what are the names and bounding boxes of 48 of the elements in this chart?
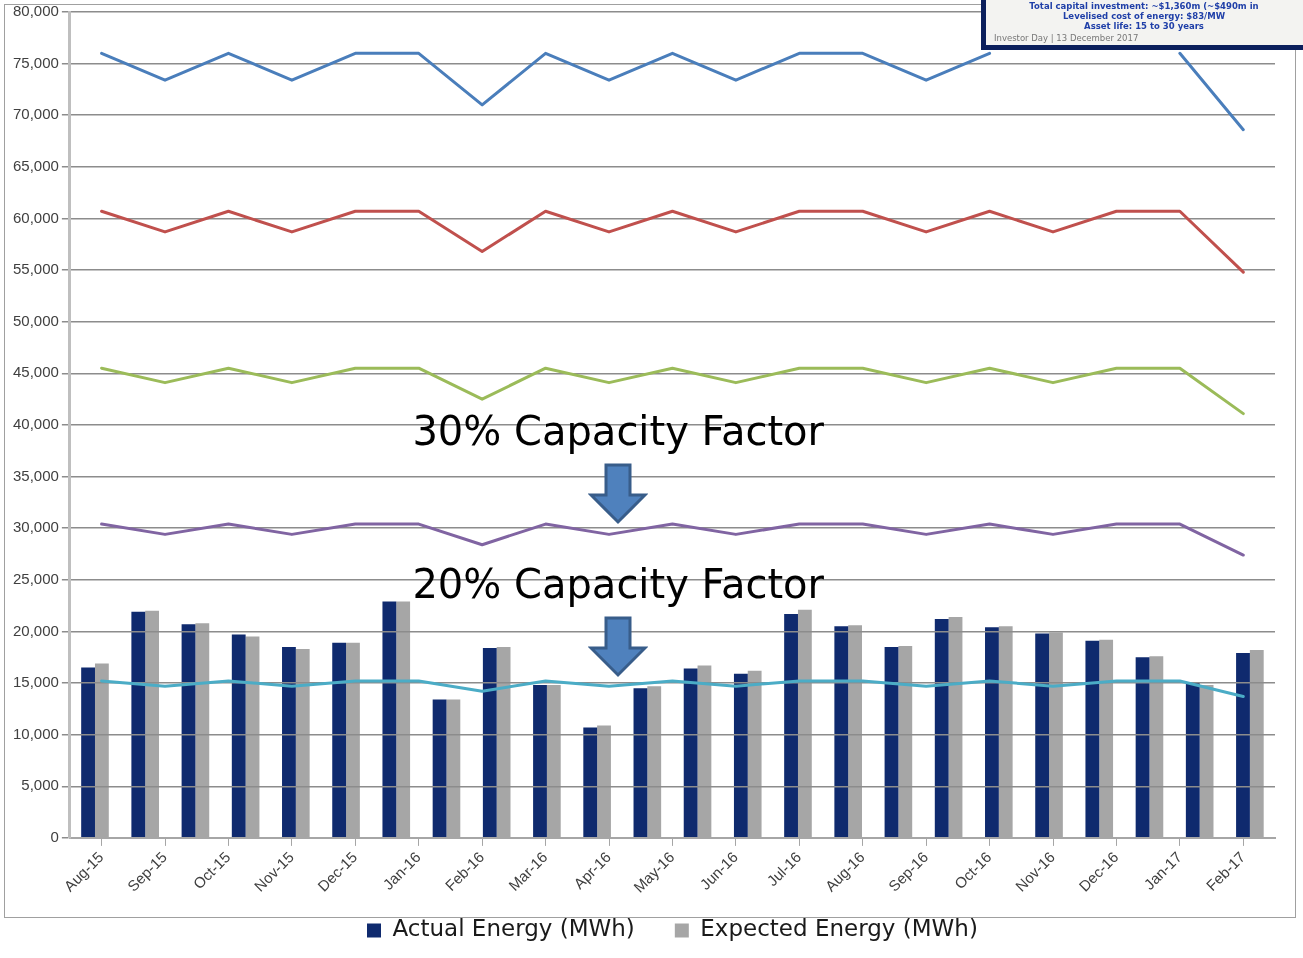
y-tick-label: 60,000 bbox=[12, 208, 59, 226]
annotation: Levelised cost of energy: $83/MW bbox=[1061, 11, 1227, 21]
y-tick-label: 35,000 bbox=[12, 466, 59, 484]
bar bbox=[784, 613, 798, 838]
bar bbox=[1035, 633, 1050, 838]
annotation: Asset life: 15 to 30 years bbox=[1083, 21, 1205, 31]
y-tick-label: 50,000 bbox=[12, 311, 59, 329]
y-tick-label: 70,000 bbox=[12, 105, 59, 123]
bar bbox=[985, 627, 999, 838]
bar bbox=[382, 601, 397, 838]
annotation: Investor Day | 13 December 2017 bbox=[994, 33, 1140, 43]
annotation: 20% Capacity Factor bbox=[412, 561, 825, 608]
legend-label: Expected Energy (MWh) bbox=[700, 915, 978, 942]
bar bbox=[884, 646, 899, 838]
bar bbox=[282, 646, 296, 838]
bar bbox=[181, 624, 196, 838]
bar bbox=[583, 727, 598, 838]
bar bbox=[231, 634, 246, 838]
y-tick-label: 45,000 bbox=[12, 363, 59, 381]
legend-label: Actual Energy (MWh) bbox=[392, 915, 635, 942]
bar bbox=[633, 688, 648, 838]
y-tick-label: 55,000 bbox=[12, 260, 59, 278]
bar bbox=[131, 611, 146, 838]
bar bbox=[482, 647, 497, 838]
y-tick-label: 75,000 bbox=[12, 53, 59, 71]
bar bbox=[1085, 640, 1100, 838]
bar bbox=[1236, 653, 1250, 838]
y-tick-label: 30,000 bbox=[12, 518, 59, 536]
bar bbox=[1185, 683, 1200, 838]
bar bbox=[432, 699, 447, 838]
bar bbox=[533, 685, 547, 838]
y-tick-label: 10,000 bbox=[12, 724, 59, 742]
bar bbox=[733, 673, 748, 838]
bar bbox=[332, 642, 347, 838]
y-tick-label: 25,000 bbox=[12, 569, 59, 587]
annotation: 30% Capacity Factor bbox=[412, 408, 825, 455]
bar bbox=[934, 619, 949, 838]
y-tick-label: 40,000 bbox=[12, 415, 59, 433]
y-tick-label: 0 bbox=[50, 828, 59, 846]
bar bbox=[683, 668, 698, 838]
y-tick-label: 20,000 bbox=[12, 621, 59, 639]
y-tick-label: 65,000 bbox=[12, 157, 59, 174]
slide-excerpt: Total capital investment: ~$1,360m (~$490m in Levelised cost of energy: $83/MW Asset life: 15 to 30 years Investor Day | 13 December 2017 bbox=[981, 0, 1303, 50]
bar bbox=[834, 626, 849, 838]
bar bbox=[81, 667, 95, 838]
y-tick-label: 5,000 bbox=[21, 776, 59, 794]
y-tick-label: 15,000 bbox=[12, 673, 59, 691]
y-tick-label: 80,000 bbox=[12, 2, 59, 20]
